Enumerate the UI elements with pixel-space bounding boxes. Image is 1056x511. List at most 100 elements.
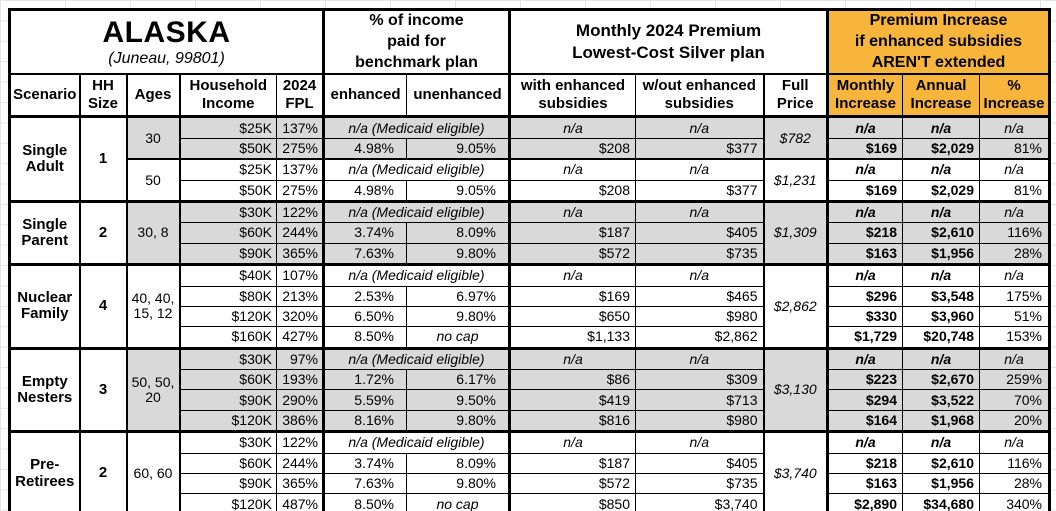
cell-inc-monthly: $294 (826, 389, 903, 411)
cell-medicaid-note: n/a (Medicaid eligible) (322, 199, 510, 224)
cell-fpl: 386% (276, 409, 324, 433)
cell-premium-with: $650 (508, 305, 636, 328)
cell-inc-annual: $2,029 (902, 179, 980, 202)
cell-inc-monthly: $163 (826, 473, 903, 495)
cell-premium-with: $816 (508, 409, 636, 433)
cell-hh-size: 2 (78, 430, 127, 511)
cell-ages: 50, 50, 20 (125, 346, 180, 433)
cell-pct-enhanced: 4.98% (322, 179, 407, 202)
cell-inc-pct: 20% (979, 409, 1050, 433)
cell-hh-size: 3 (78, 346, 127, 433)
col-header-ages: Ages (125, 73, 180, 118)
cell-income: $60K (178, 369, 277, 391)
cell-premium-without: $405 (635, 222, 764, 244)
cell-hh-size: 4 (78, 263, 127, 349)
cell-income: $80K (178, 285, 277, 307)
col-header-income: Household Income (178, 73, 277, 118)
cell-premium-without: n/a (635, 430, 764, 454)
cell-fpl: 193% (276, 369, 324, 391)
cell-premium-without: $309 (635, 369, 764, 391)
cell-pct-enhanced: 5.59% (322, 389, 407, 411)
cell-income: $90K (178, 473, 277, 495)
cell-inc-pct: n/a (979, 199, 1050, 224)
cell-ages: 40, 40, 15, 12 (125, 263, 180, 349)
cell-inc-annual: $2,670 (902, 369, 980, 391)
cell-pct-unenhanced: 9.80% (406, 305, 510, 328)
cell-fpl: 427% (276, 326, 324, 349)
col-header-full-price: Full Price (762, 73, 828, 118)
cell-premium-with: $572 (508, 242, 636, 266)
cell-inc-pct: n/a (979, 115, 1050, 139)
cell-income: $120K (178, 493, 277, 511)
cell-inc-annual: n/a (902, 346, 980, 371)
cell-fpl: 275% (276, 137, 324, 160)
cell-income: $60K (178, 452, 277, 475)
cell-premium-with: $187 (508, 452, 636, 475)
cell-premium-with: n/a (508, 263, 636, 287)
cell-income: $25K (178, 158, 277, 181)
cell-inc-monthly: n/a (826, 158, 903, 181)
table-row: $50K 275% 4.98% 9.05% $208 $377 $169 $2,029 81% (10, 179, 1050, 202)
cell-inc-pct: 259% (979, 369, 1050, 391)
cell-inc-monthly: n/a (826, 263, 903, 287)
table-row: $120K 320% 6.50% 9.80% $650 $980 $330 $3,960 51% (10, 305, 1050, 328)
table-row: $90K 365% 7.63% 9.80% $572 $735 $163 $1,956 28% (10, 473, 1050, 495)
cell-full-price: $1,309 (762, 199, 828, 266)
cell-scenario: Pre-Retirees (9, 430, 80, 511)
cell-medicaid-note: n/a (Medicaid eligible) (322, 158, 510, 181)
cell-income: $160K (178, 326, 277, 349)
cell-full-price: $3,130 (762, 346, 828, 433)
cell-premium-without: $405 (635, 452, 764, 475)
cell-premium-with: $419 (508, 389, 636, 411)
cell-inc-monthly: n/a (826, 346, 903, 371)
cell-premium-without: $2,862 (635, 326, 764, 349)
cell-inc-pct: 51% (979, 305, 1050, 328)
table-row: Nuclear Family 4 40, 40, 15, 12 $40K 107% n/a… (9, 263, 1050, 349)
cell-inc-annual: n/a (902, 199, 980, 224)
table-row: $60K 193% 1.72% 6.17% $86 $309 $223 $2,670 259% (10, 369, 1050, 391)
cell-premium-without: $980 (635, 409, 764, 433)
cell-pct-unenhanced: 6.97% (406, 285, 510, 307)
cell-fpl: 244% (276, 222, 324, 244)
cell-premium-with: $1,133 (508, 326, 636, 349)
cell-inc-monthly: $330 (826, 305, 903, 328)
cell-fpl: 137% (276, 158, 324, 181)
cell-premium-without: n/a (635, 346, 764, 371)
cell-inc-monthly: $1,729 (826, 326, 903, 349)
cell-pct-unenhanced: 9.05% (406, 179, 510, 202)
cell-inc-pct: n/a (979, 263, 1050, 287)
cell-premium-with: $169 (508, 285, 636, 307)
cell-inc-pct: 81% (979, 179, 1050, 202)
col-header-scenario: Scenario (9, 73, 80, 118)
table-row: $60K 244% 3.74% 8.09% $187 $405 $218 $2,610 116% (10, 222, 1050, 244)
cell-inc-pct: n/a (979, 430, 1050, 454)
table-row: Empty Nesters 3 50, 50, 20 $30K 97% n/a (Medi… (9, 346, 1050, 433)
col-header-enhanced: enhanced (322, 73, 407, 118)
cell-inc-pct: n/a (979, 158, 1050, 181)
cell-premium-with: $187 (508, 222, 636, 244)
state-title: ALASKA (102, 15, 231, 49)
cell-ages: 30 (125, 115, 180, 160)
cell-premium-without: $377 (635, 179, 764, 202)
cell-income: $120K (178, 305, 277, 328)
cell-inc-pct: 175% (979, 285, 1050, 307)
table-row: $90K 290% 5.59% 9.50% $419 $713 $294 $3,522 70% (10, 389, 1050, 411)
cell-ages: 50 (125, 158, 180, 202)
cell-pct-unenhanced: no cap (406, 493, 510, 511)
cell-fpl: 122% (276, 199, 324, 224)
cell-medicaid-note: n/a (Medicaid eligible) (322, 263, 510, 287)
cell-scenario: Nuclear Family (9, 263, 80, 349)
cell-premium-with: $86 (508, 369, 636, 391)
cell-inc-annual: n/a (902, 115, 980, 139)
cell-income: $90K (178, 389, 277, 411)
cell-income: $30K (178, 430, 277, 454)
cell-inc-annual: $1,956 (902, 242, 980, 266)
cell-full-price: $3,740 (762, 430, 828, 511)
table-body: Single Adult 1 30 $25K 137% n/a (Medicaid eli… (9, 115, 1050, 511)
cell-inc-pct: n/a (979, 346, 1050, 371)
cell-inc-monthly: $296 (826, 285, 903, 307)
cell-premium-without: n/a (635, 263, 764, 287)
cell-pct-enhanced: 8.50% (322, 326, 407, 349)
cell-inc-annual: n/a (902, 430, 980, 454)
cell-inc-pct: 116% (979, 222, 1050, 244)
